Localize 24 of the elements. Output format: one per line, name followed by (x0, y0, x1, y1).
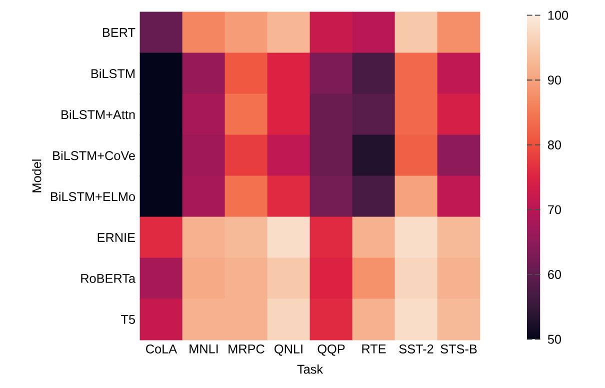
y-tick-label: RoBERTa (81, 274, 136, 283)
x-tick-label: STS-B (440, 344, 477, 354)
color-bar-label: 80 (548, 140, 561, 150)
color-bar-label: 100 (548, 10, 568, 20)
x-tick-label: QNLI (274, 344, 302, 356)
y-tick-label: BiLSTM (92, 68, 134, 78)
y-tick-label: BiLSTM+CoVe (53, 150, 135, 160)
y-tick-label: BiLSTM+Attn (62, 110, 135, 120)
x-tick-label: SST-2 (399, 344, 434, 354)
x-tick-label: CoLA (146, 344, 178, 354)
x-tick-label: QQP (318, 344, 345, 356)
color-bar-label: 70 (548, 205, 561, 214)
x-axis-title: Task (297, 364, 324, 374)
y-tick-label: BiLSTM+ELMo (51, 192, 135, 202)
x-tick-label: RTE (362, 344, 386, 354)
y-axis-title: Model (32, 160, 42, 192)
y-tick-label: BERT (103, 28, 136, 37)
color-bar-label: 50 (548, 334, 561, 344)
x-tick-label: MNLI (190, 344, 218, 354)
color-bar-label: 90 (548, 76, 561, 85)
color-bar-label: 60 (548, 270, 561, 279)
x-tick-label: MRPC (228, 344, 264, 354)
y-tick-label: T5 (121, 315, 135, 324)
y-tick-label: ERNIE (98, 233, 135, 242)
